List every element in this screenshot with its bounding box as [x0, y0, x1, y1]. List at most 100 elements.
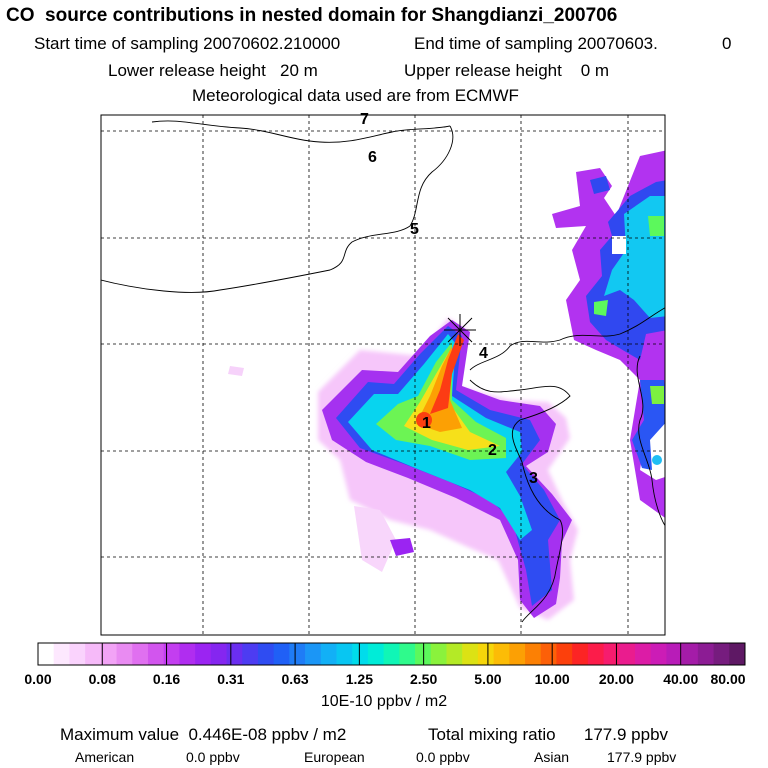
colorbar-tick-label: 0.08: [88, 671, 116, 687]
region-label-1: 1: [422, 415, 431, 432]
colorbar-swatch: [367, 643, 385, 665]
contribution-region-asian: Asian: [534, 749, 570, 765]
colorbar-tick-label: 20.00: [598, 671, 634, 687]
plume-field: [228, 150, 665, 620]
se-dot: [652, 455, 662, 465]
ne-white-square: [612, 236, 626, 254]
colorbar-swatch: [525, 643, 542, 665]
colorbar-swatch: [572, 643, 589, 665]
colorbar-swatch: [603, 643, 620, 665]
se-green: [650, 386, 664, 404]
blob-purple: [390, 538, 414, 556]
lower-release-height: Lower release height 20 m: [108, 61, 318, 80]
receptor-marker: [444, 314, 476, 346]
colorbar-tick-label: 0.00: [24, 671, 52, 687]
colorbar-swatch: [100, 643, 117, 665]
border-middle: [101, 125, 454, 293]
colorbar-swatch: [53, 643, 70, 665]
colorbar-swatch: [697, 643, 714, 665]
colorbar-swatch: [289, 643, 306, 665]
end-time-value: 0: [722, 34, 732, 53]
colorbar-swatch: [116, 643, 133, 665]
region-label-4: 4: [479, 345, 488, 362]
colorbar-tick-label: 1.25: [345, 671, 373, 687]
colorbar-swatch: [163, 643, 180, 665]
region-label-2: 2: [488, 442, 497, 459]
contribution-value-asian: 177.9 ppbv: [607, 749, 677, 765]
colorbar-swatch: [383, 643, 400, 665]
colorbar-swatch: [320, 643, 337, 665]
colorbar-swatch: [477, 643, 495, 665]
colorbar-swatch: [650, 643, 667, 665]
hotspot-red: [416, 412, 432, 428]
borders: [101, 120, 665, 623]
colorbar-swatch: [729, 643, 746, 665]
colorbar-swatch: [179, 643, 196, 665]
colorbar-swatch: [446, 643, 463, 665]
colorbar-swatch: [619, 643, 636, 665]
colorbar-swatch: [242, 643, 259, 665]
colorbar-swatch: [210, 643, 227, 665]
chart-title: CO source contributions in nested domain…: [6, 5, 618, 26]
colorbar-swatch: [635, 643, 652, 665]
colorbar-swatch: [399, 643, 416, 665]
contribution-region-european: European: [304, 749, 365, 765]
contribution-value-european: 0.0 ppbv: [416, 749, 470, 765]
colorbar-swatch: [462, 643, 479, 665]
maximum-value: Maximum value 0.446E-08 ppbv / m2: [60, 725, 347, 744]
colorbar-tick-label: 80.00: [710, 671, 746, 687]
met-data-label: Meteorological data used are from ECMWF: [192, 86, 519, 105]
colorbar-swatch: [85, 643, 102, 665]
border-north: [151, 120, 451, 143]
colorbar-tick-label: 5.00: [474, 671, 502, 687]
colorbar-swatch: [493, 643, 510, 665]
colorbar-swatch: [69, 643, 86, 665]
colorbar-swatch: [336, 643, 353, 665]
colorbar-swatch: [132, 643, 149, 665]
colorbar-swatch: [509, 643, 526, 665]
region-label-group: 1 2 3 4 5 6 7: [360, 111, 538, 487]
colorbar-swatch: [430, 643, 447, 665]
contribution-value-american: 0.0 ppbv: [186, 749, 240, 765]
upper-release-height: Upper release height 0 m: [404, 61, 610, 80]
total-mixing-ratio: Total mixing ratio 177.9 ppbv: [428, 725, 669, 744]
colorbar-swatch: [226, 643, 243, 665]
colorbar-swatch: [540, 643, 557, 665]
colorbar-swatch: [682, 643, 699, 665]
map-frame: [100, 114, 666, 636]
colorbar-swatch: [257, 643, 275, 665]
start-time-label: Start time of sampling 20070602.210000: [34, 34, 341, 53]
coast-east: [636, 355, 665, 527]
colorbar-swatch: [587, 643, 604, 665]
region-label-5: 5: [410, 221, 419, 238]
colorbar-tick-label: 0.31: [217, 671, 245, 687]
region-label-6: 6: [368, 149, 377, 166]
colorbar-swatch: [713, 643, 730, 665]
colorbar-tick-label: 0.16: [152, 671, 181, 687]
colorbar-swatch: [666, 643, 683, 665]
colorbar-swatch: [273, 643, 290, 665]
region-label-7: 7: [360, 111, 369, 128]
lat-lon-grid: [101, 115, 665, 635]
colorbar: [37, 642, 746, 666]
colorbar-swatch: [305, 643, 322, 665]
colorbar-swatch: [556, 643, 573, 665]
colorbar-swatch: [38, 643, 55, 665]
colorbar-tick-label: 0.63: [281, 671, 309, 687]
end-time-label: End time of sampling 20070603.: [414, 34, 658, 53]
colorbar-tick-label: 2.50: [410, 671, 438, 687]
colorbar-swatch: [195, 643, 212, 665]
colorbar-swatch: [352, 643, 369, 665]
ne-green: [594, 216, 664, 316]
contribution-region-american: American: [75, 749, 135, 765]
colorbar-unit: 10E-10 ppbv / m2: [320, 693, 448, 710]
region-label-3: 3: [529, 470, 538, 487]
colorbar-tick-label: 10.00: [534, 671, 570, 687]
coast-bohai: [469, 307, 665, 371]
plume-halo-3: [228, 366, 244, 376]
coast-south: [469, 379, 571, 623]
colorbar-swatch: [415, 643, 432, 665]
colorbar-swatch: [147, 643, 165, 665]
colorbar-tick-label: 40.00: [663, 671, 699, 687]
plume-halo-2: [354, 506, 396, 572]
